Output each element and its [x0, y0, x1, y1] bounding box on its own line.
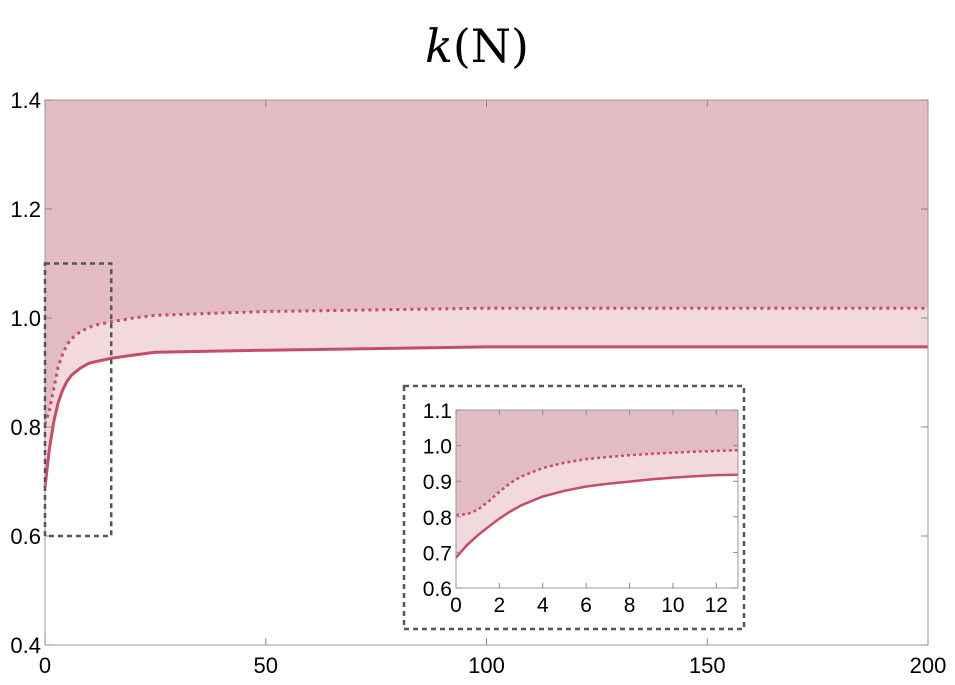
x-tick-label: 2: [494, 594, 506, 617]
x-tick-label: 12: [705, 594, 728, 617]
x-tick-label: 100: [468, 653, 505, 678]
x-tick-label: 10: [661, 594, 684, 617]
region-upper: [456, 410, 738, 516]
x-tick-label: 0: [39, 653, 51, 678]
inset-plot: 0 2 4 6 8 10 12 0.6 0.7 0.8 0.9 1.0 1.1: [402, 384, 746, 631]
y-tick-label: 0.4: [10, 633, 41, 658]
x-tick-label: 8: [624, 594, 636, 617]
series-solid-line: [43, 345, 928, 488]
x-tick-label: 150: [689, 653, 726, 678]
x-tick-label: 200: [910, 653, 947, 678]
plot-frame: [455, 409, 739, 589]
y-tick-label: 1.0: [10, 306, 41, 331]
y-tick-label: 1.0: [423, 436, 452, 459]
y-tick-label: 1.4: [10, 88, 41, 113]
series-solid-line: [455, 473, 739, 559]
region-band: [45, 308, 928, 487]
y-tick-label: 1.2: [10, 197, 41, 222]
y-tick-label: 0.8: [10, 415, 41, 440]
region-upper: [45, 100, 928, 425]
series-dotted-line: [455, 448, 739, 517]
y-tick-label: 0.9: [423, 471, 452, 494]
x-tick-label: 6: [580, 594, 592, 617]
y-tick-label: 1.1: [423, 400, 452, 423]
chart-title: k(N): [425, 19, 529, 73]
series-dotted-line: [43, 306, 928, 425]
zoom-box: [43, 262, 113, 538]
y-tick-label: 0.6: [10, 524, 41, 549]
y-tick-label: 0.7: [423, 542, 452, 565]
y-tick-label: 0.8: [423, 507, 452, 530]
y-tick-label: 0.6: [423, 578, 452, 601]
x-tick-label: 0: [450, 594, 462, 617]
inset-border: [402, 384, 746, 631]
x-tick-label: 4: [537, 594, 549, 617]
x-tick-label: 50: [254, 653, 278, 678]
